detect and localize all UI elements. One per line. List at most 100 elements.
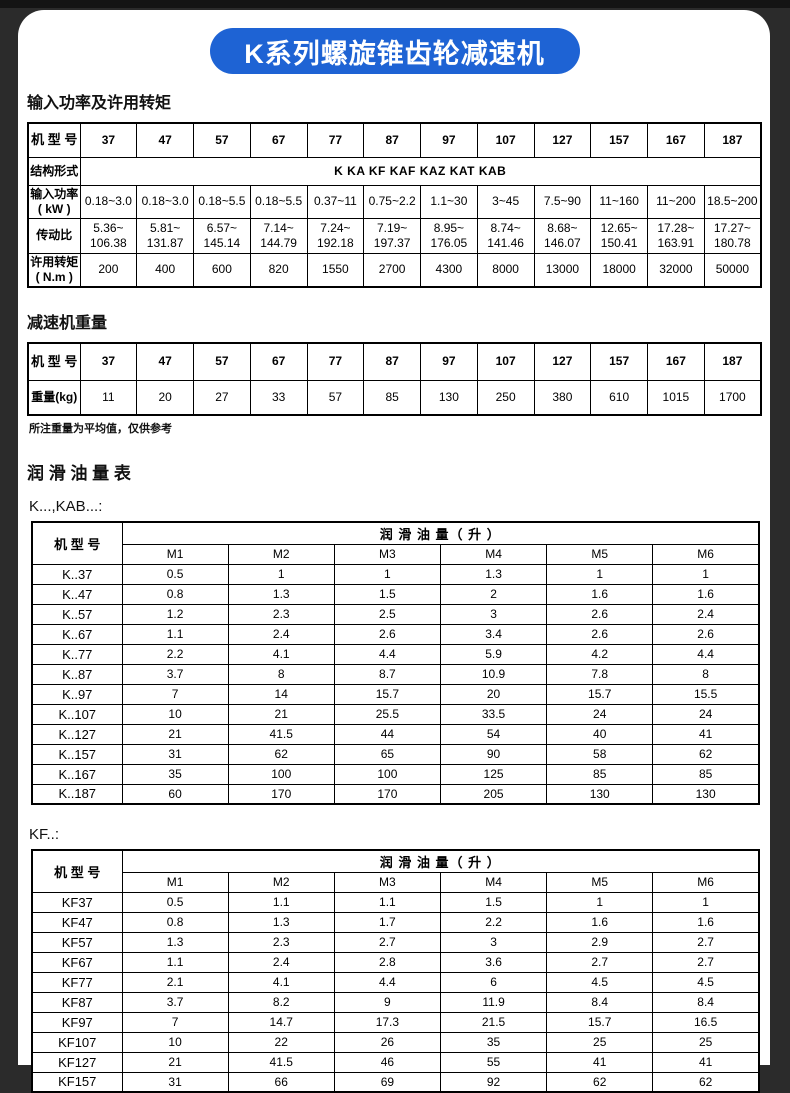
oil-table-row: K..57 1.2 2.3 2.5 3 2.6 2.4 [31,603,760,625]
oil-value-cell: 130 [652,783,760,805]
oil-value-cell: 41 [652,723,760,745]
oil-value-cell: 62 [652,1071,760,1093]
torque-cell: 13000 [533,252,592,288]
model-cell: KF67 [31,951,123,973]
oil-value-cell: 21 [121,1051,229,1073]
oil-table-row: KF127 21 41.5 46 55 41 41 [31,1051,760,1073]
weight-cell: 380 [533,379,592,416]
structure-form-row: 结构形式 K KA KF KAF KAZ KAT KAB [27,156,762,186]
oil-value-cell: 41.5 [227,1051,335,1073]
model-header-cell: 87 [363,122,421,158]
oil-header-row: 机 型 号 润 滑 油 量（ 升 ） [31,849,760,893]
input-power-cell: 0.18~3.0 [79,184,138,219]
oil-value-cell: 7.8 [546,663,654,685]
weight-cell: 130 [420,379,478,416]
input-power-row: 输入功率 ( kW ) 0.18~3.0 0.18~3.0 0.18~5.5 0.18… [27,184,762,219]
oil-value-cell: 2.9 [546,931,654,953]
model-header-cell: 97 [420,122,478,158]
model-cell: K..157 [31,743,123,765]
oil-value-cell: 15.7 [333,683,441,705]
torque-cell: 1550 [306,252,365,288]
oil-table-row: K..37 0.5 1 1 1.3 1 1 [31,563,760,585]
oil-value-cell: 1 [652,891,760,913]
oil-value-cell: 25.5 [333,703,441,725]
oil-value-cell: 1 [652,563,760,585]
input-power-cell: 11~160 [590,184,648,219]
oil-table-row: KF87 3.7 8.2 9 11.9 8.4 8.4 [31,991,760,1013]
model-header-cell: 157 [590,342,648,381]
weight-cell: 27 [193,379,251,416]
oil-table-row: K..97 7 14 15.7 20 15.7 15.5 [31,683,760,705]
oil-value-cell: 1 [227,563,335,585]
model-cell: KF157 [31,1071,123,1093]
model-cell: K..57 [31,603,123,625]
oil-value-cell: 11.9 [439,991,548,1013]
oil-table-k-kab: 机 型 号 润 滑 油 量（ 升 ） M1 M2 M3 M4 M5 M6 K..37 0.5… [31,521,760,805]
oil-value-cell: 170 [333,783,441,805]
oil-value-cell: 130 [546,783,654,805]
oil-value-cell: 41 [546,1051,654,1073]
m-column-header: M5 [546,543,654,565]
oil-value-cell: 205 [439,783,548,805]
oil-table-row: K..157 31 62 65 90 58 62 [31,743,760,765]
model-cell: K..127 [31,723,123,745]
oil-value-cell: 1.6 [546,583,654,605]
structure-forms-cell: K KA KF KAF KAZ KAT KAB [79,156,762,186]
model-cell: KF47 [31,911,123,933]
model-header-cell: 37 [79,342,138,381]
model-cell: KF97 [31,1011,123,1033]
oil-model-column-header: 机 型 号 [31,521,123,565]
model-cell: KF57 [31,931,123,953]
oil-value-cell: 0.5 [121,563,229,585]
oil-value-cell: 6 [439,971,548,993]
oil-value-cell: 54 [439,723,548,745]
oil-value-cell: 2.6 [546,623,654,645]
oil-value-cell: 1.1 [333,891,441,913]
oil-table-row: KF97 7 14.7 17.3 21.5 15.7 16.5 [31,1011,760,1033]
torque-cell: 600 [193,252,251,288]
model-cell: K..107 [31,703,123,725]
oil-value-cell: 2.5 [333,603,441,625]
model-cell: KF77 [31,971,123,993]
oil-value-cell: 2.6 [333,623,441,645]
ratio-cell: 17.28~ 163.91 [647,217,705,254]
oil-value-cell: 2.7 [652,951,760,973]
input-power-cell: 0.18~5.5 [249,184,308,219]
oil-value-cell: 10.9 [439,663,548,685]
input-power-cell: 1.1~30 [420,184,478,219]
torque-cell: 8000 [476,252,535,288]
oil-value-cell: 3.7 [121,991,229,1013]
oil-value-cell: 26 [333,1031,441,1053]
torque-cell: 820 [249,252,308,288]
oil-value-cell: 7 [121,1011,229,1033]
weight-row: 重量(kg) 11 20 27 33 57 85 130 250 380 610 1015 1700 [27,379,762,416]
row-label-structure-form: 结构形式 [27,156,81,186]
model-header-cell: 77 [306,122,365,158]
weight-cell: 85 [363,379,421,416]
oil-value-cell: 1.6 [652,583,760,605]
oil-value-cell: 2.2 [121,643,229,665]
oil-value-cell: 31 [121,743,229,765]
m-column-header: M3 [333,871,441,893]
oil-value-cell: 65 [333,743,441,765]
power-torque-table: 机 型 号 37 47 57 67 77 87 97 107 127 157 167 187 结构形式… [27,122,762,288]
model-header-cell: 127 [533,122,592,158]
m-column-header: M6 [652,543,760,565]
oil-value-cell: 1.5 [439,891,548,913]
oil-value-cell: 5.9 [439,643,548,665]
row-label-torque: 许用转矩 ( N.m ) [27,252,81,288]
page-title-text: K系列螺旋锥齿轮减速机 [244,38,545,69]
oil-table-row: KF47 0.8 1.3 1.7 2.2 1.6 1.6 [31,911,760,933]
oil-value-cell: 4.4 [333,971,441,993]
oil-value-cell: 1.1 [227,891,335,913]
oil-value-cell: 4.1 [227,971,335,993]
oil-value-cell: 21.5 [439,1011,548,1033]
oil-value-cell: 4.5 [546,971,654,993]
oil-value-cell: 85 [546,763,654,785]
oil-quantity-span-header: 润 滑 油 量（ 升 ） [121,521,760,545]
torque-cell: 400 [136,252,194,288]
weight-table: 机 型 号 37 47 57 67 77 87 97 107 127 157 167 187 重量(k… [27,342,762,416]
oil-table-row: K..67 1.1 2.4 2.6 3.4 2.6 2.6 [31,623,760,645]
oil-table-label-kf: KF..: [29,826,60,843]
oil-value-cell: 2.7 [333,931,441,953]
